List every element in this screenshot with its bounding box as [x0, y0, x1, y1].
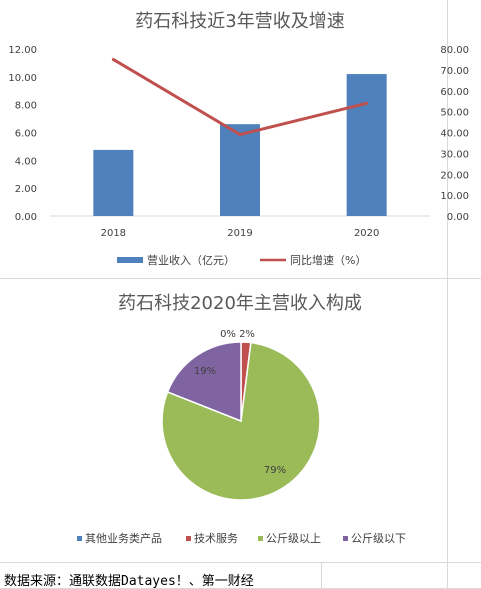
legend-label: 公斤级以下 [351, 532, 406, 545]
left-axis-tick-label: 2.00 [15, 184, 37, 195]
pie-data-label: 2% [239, 329, 255, 340]
right-axis-tick-label: 0.00 [447, 212, 469, 223]
gridline [0, 278, 481, 279]
gridline [321, 562, 322, 589]
growth-point-2019 [238, 133, 242, 137]
right-axis-tick-label: 50.00 [440, 108, 469, 119]
right-axis-tick-label: 60.00 [440, 87, 469, 98]
left-axis-tick-label: 12.00 [8, 45, 37, 56]
right-axis-tick-label: 80.00 [440, 45, 469, 56]
chart-title: 药石科技2020年主营收入构成 [118, 293, 362, 314]
legend-label: 其他业务类产品 [85, 531, 162, 545]
right-axis-tick-label: 30.00 [440, 149, 469, 160]
growth-point-2020 [365, 101, 369, 105]
pie-data-label: 0% [220, 329, 236, 340]
x-axis-tick-label: 2018 [101, 228, 126, 239]
legend-swatch [186, 536, 191, 541]
legend: 营业收入（亿元） 同比增速（%） [117, 253, 366, 267]
left-axis-tick-label: 0.00 [15, 212, 37, 223]
x-axis-tick-label: 2019 [227, 228, 252, 239]
legend-label-bar: 营业收入（亿元） [147, 253, 235, 267]
right-axis-tick-label: 40.00 [440, 129, 469, 140]
right-axis-tick-label: 10.00 [440, 191, 469, 202]
legend-label-line: 同比增速（%） [290, 253, 366, 267]
gridline [447, 0, 448, 589]
bar-2020 [346, 74, 387, 216]
bar-2018 [93, 149, 134, 216]
left-axis-tick-label: 4.00 [15, 156, 37, 167]
revenue-growth-chart[interactable]: 药石科技近3年营收及增速 0.00 2.00 4.00 6.00 8.00 10.00 12… [0, 0, 481, 278]
bar-2019 [220, 124, 260, 216]
left-axis-tick-label: 10.00 [8, 73, 37, 84]
legend-swatch [77, 536, 82, 541]
right-axis-tick-label: 70.00 [440, 66, 469, 77]
legend-label: 技术服务 [194, 532, 238, 545]
revenue-composition-chart[interactable]: 药石科技2020年主营收入构成 0% 2% 79% 19% 其他业务类产品 技术服务 公斤… [0, 280, 481, 562]
growth-line [112, 58, 368, 137]
gridline [0, 562, 481, 563]
pie-slice-3 [166, 341, 242, 423]
left-axis-tick-label: 6.00 [15, 129, 37, 140]
legend-label: 公斤级以上 [266, 532, 321, 545]
x-axis-tick-label: 2020 [354, 228, 379, 239]
data-source-note: 数据来源：通联数据Datayes！、第一财经 [4, 574, 254, 589]
growth-point-2018 [111, 57, 115, 61]
legend-swatch [258, 536, 263, 541]
legend-swatch-bar [117, 257, 143, 263]
right-axis-tick-label: 20.00 [440, 170, 469, 181]
left-axis-tick-label: 8.00 [15, 101, 37, 112]
pie-data-label: 19% [194, 366, 216, 377]
legend-swatch [343, 536, 348, 541]
pie-data-label: 79% [264, 465, 286, 476]
chart-title: 药石科技近3年营收及增速 [135, 11, 344, 32]
legend: 其他业务类产品 技术服务 公斤级以上 公斤级以下 [77, 531, 406, 545]
